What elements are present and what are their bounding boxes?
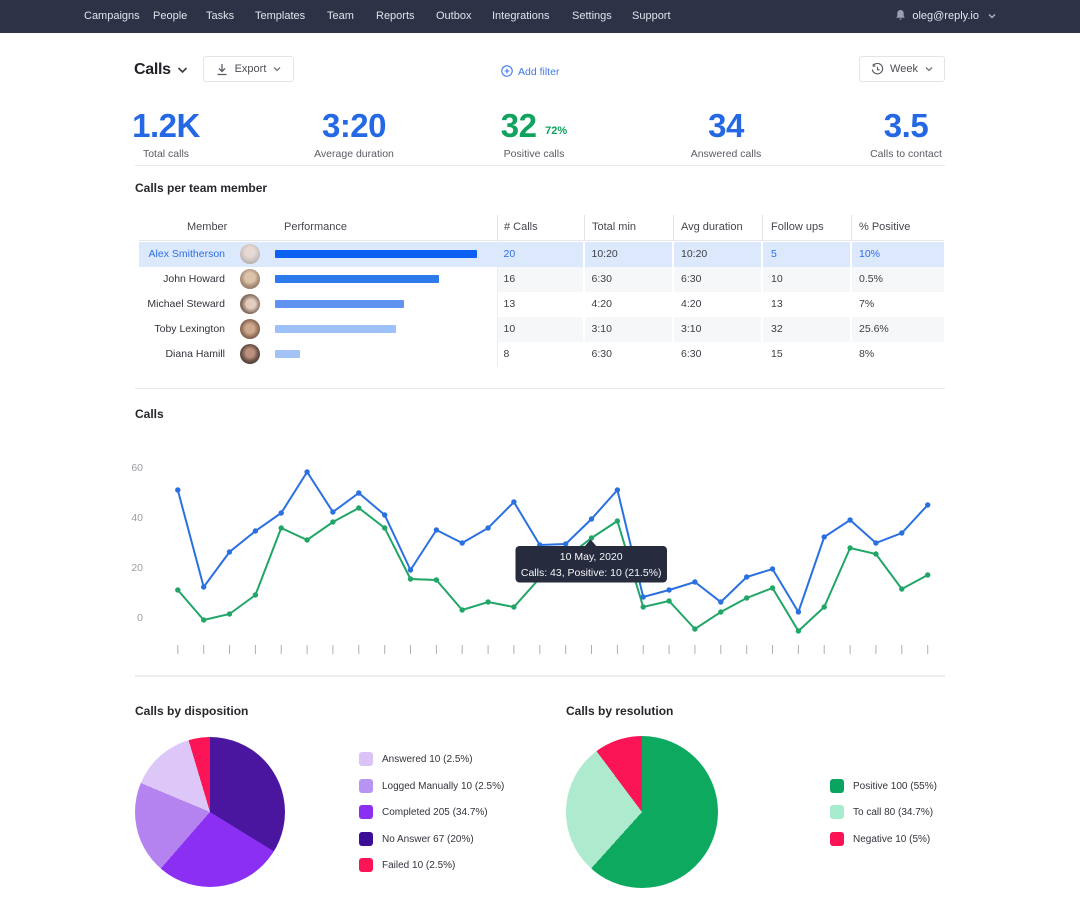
svg-text:0: 0 xyxy=(137,612,143,624)
svg-text:20: 20 xyxy=(131,562,143,574)
svg-text:40: 40 xyxy=(131,512,143,524)
svg-text:10 May, 2020: 10 May, 2020 xyxy=(560,551,623,563)
svg-text:60: 60 xyxy=(131,462,143,474)
svg-text:Calls: 43, Positive: 10 (21.5%: Calls: 43, Positive: 10 (21.5%) xyxy=(521,567,662,579)
